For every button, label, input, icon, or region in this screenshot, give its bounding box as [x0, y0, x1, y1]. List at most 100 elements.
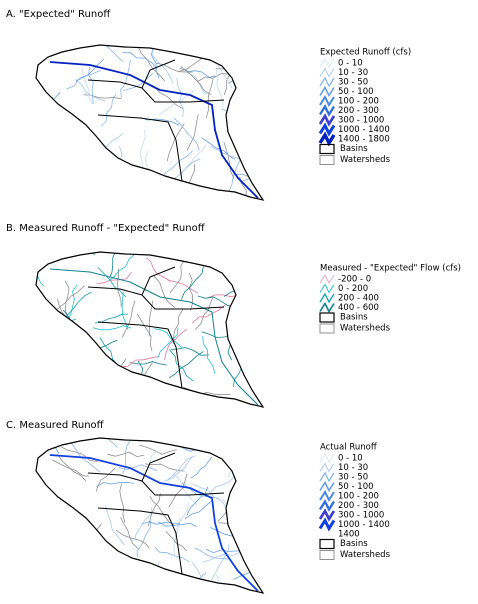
- stream: [105, 505, 125, 546]
- watershed-line: [136, 313, 153, 352]
- stream: [88, 66, 94, 105]
- basin-outline: [35, 437, 265, 594]
- legend-label: 30 - 50: [338, 78, 368, 88]
- stream: [70, 442, 101, 473]
- watershed-line: [148, 84, 183, 110]
- watershed-line: [107, 451, 145, 458]
- legend-label: 1000 - 1400: [338, 520, 390, 530]
- basin-boundary: [97, 114, 183, 182]
- legend-label: 1400 - 1800: [338, 135, 390, 145]
- stream: [168, 351, 204, 379]
- stream: [75, 79, 107, 102]
- legend-symbol: [319, 85, 335, 98]
- stream: [160, 150, 194, 181]
- legend-basin-swatch: [319, 143, 335, 155]
- legend-symbol: [319, 499, 335, 512]
- stream: [75, 326, 105, 355]
- stream: [191, 304, 227, 324]
- stream: [234, 172, 263, 178]
- stream: [118, 464, 158, 472]
- legend-label: 0 - 10: [338, 454, 363, 464]
- stream: [134, 507, 153, 542]
- watershed-line: [250, 179, 263, 188]
- watershed-line: [214, 396, 241, 407]
- stream: [44, 546, 84, 551]
- watershed-line: [165, 531, 187, 552]
- watershed-line: [239, 252, 248, 279]
- legend-label: 200 - 300: [338, 106, 379, 116]
- legend-symbol: [319, 274, 335, 284]
- watershed-line: [195, 296, 214, 330]
- legend-label: 10 - 30: [338, 463, 368, 473]
- map: [35, 44, 265, 201]
- stream: [139, 117, 180, 126]
- stream: [176, 77, 184, 118]
- stream: [156, 190, 170, 200]
- legend-label: 0 - 200: [338, 284, 368, 294]
- watershed-line: [177, 45, 195, 51]
- legend-label: 50 - 100: [338, 482, 374, 492]
- watershed-line: [186, 114, 199, 151]
- stream: [43, 520, 65, 554]
- basin-boundary: [87, 79, 225, 103]
- watershed-line: [179, 67, 212, 96]
- stream: [194, 547, 229, 560]
- legend-symbol: [319, 453, 335, 463]
- stream: [215, 68, 224, 109]
- legend-title: Actual Runoff: [320, 443, 378, 453]
- watershed-line: [168, 473, 188, 508]
- stream: [83, 438, 118, 448]
- stream: [180, 66, 216, 78]
- stream: [174, 502, 189, 541]
- watershed-line: [217, 491, 249, 522]
- legend-basin-swatch: [319, 312, 335, 323]
- watershed-line: [119, 483, 126, 523]
- legend-symbol: [319, 76, 335, 88]
- stream: [236, 494, 263, 520]
- basin-outline: [35, 251, 265, 408]
- stream: [163, 252, 201, 256]
- stream: [97, 267, 127, 298]
- stream: [164, 401, 196, 407]
- legend-label: Basins: [340, 144, 368, 154]
- stream: [227, 446, 253, 478]
- stream: [174, 572, 207, 589]
- stream: [193, 483, 227, 508]
- stream: [202, 335, 216, 374]
- stream: [62, 309, 86, 344]
- watershed-line: [36, 142, 46, 163]
- stream: [161, 275, 199, 294]
- watershed-line: [36, 186, 41, 200]
- legend-label: 300 - 1000: [338, 116, 384, 126]
- stream: [157, 327, 179, 358]
- stream: [259, 489, 263, 522]
- stream: [122, 356, 158, 368]
- stream: [136, 520, 152, 558]
- stream: [96, 481, 135, 488]
- basin-boundary: [87, 472, 225, 496]
- legend-symbol: [319, 489, 335, 503]
- stream: [190, 456, 213, 479]
- watershed-line: [169, 259, 186, 294]
- stream: [229, 45, 251, 73]
- stream: [149, 52, 174, 84]
- stream: [122, 52, 158, 70]
- stream: [86, 365, 125, 377]
- watershed-line: [218, 507, 256, 524]
- stream: [181, 266, 204, 300]
- stream: [122, 564, 153, 583]
- stream: [84, 555, 122, 577]
- map: [35, 251, 265, 408]
- legend-symbol: [318, 131, 336, 147]
- legend-symbol: [319, 58, 335, 68]
- watershed-line: [84, 523, 102, 559]
- watershed-line: [205, 79, 214, 118]
- stream: [154, 328, 184, 349]
- legend-label: 0 - 10: [338, 59, 363, 69]
- stream: [172, 472, 198, 506]
- map: [35, 437, 265, 594]
- basin-boundary: [87, 286, 225, 310]
- stream: [101, 398, 128, 407]
- panel-title: A. "Expected" Runoff: [6, 9, 111, 20]
- stream: [163, 456, 193, 482]
